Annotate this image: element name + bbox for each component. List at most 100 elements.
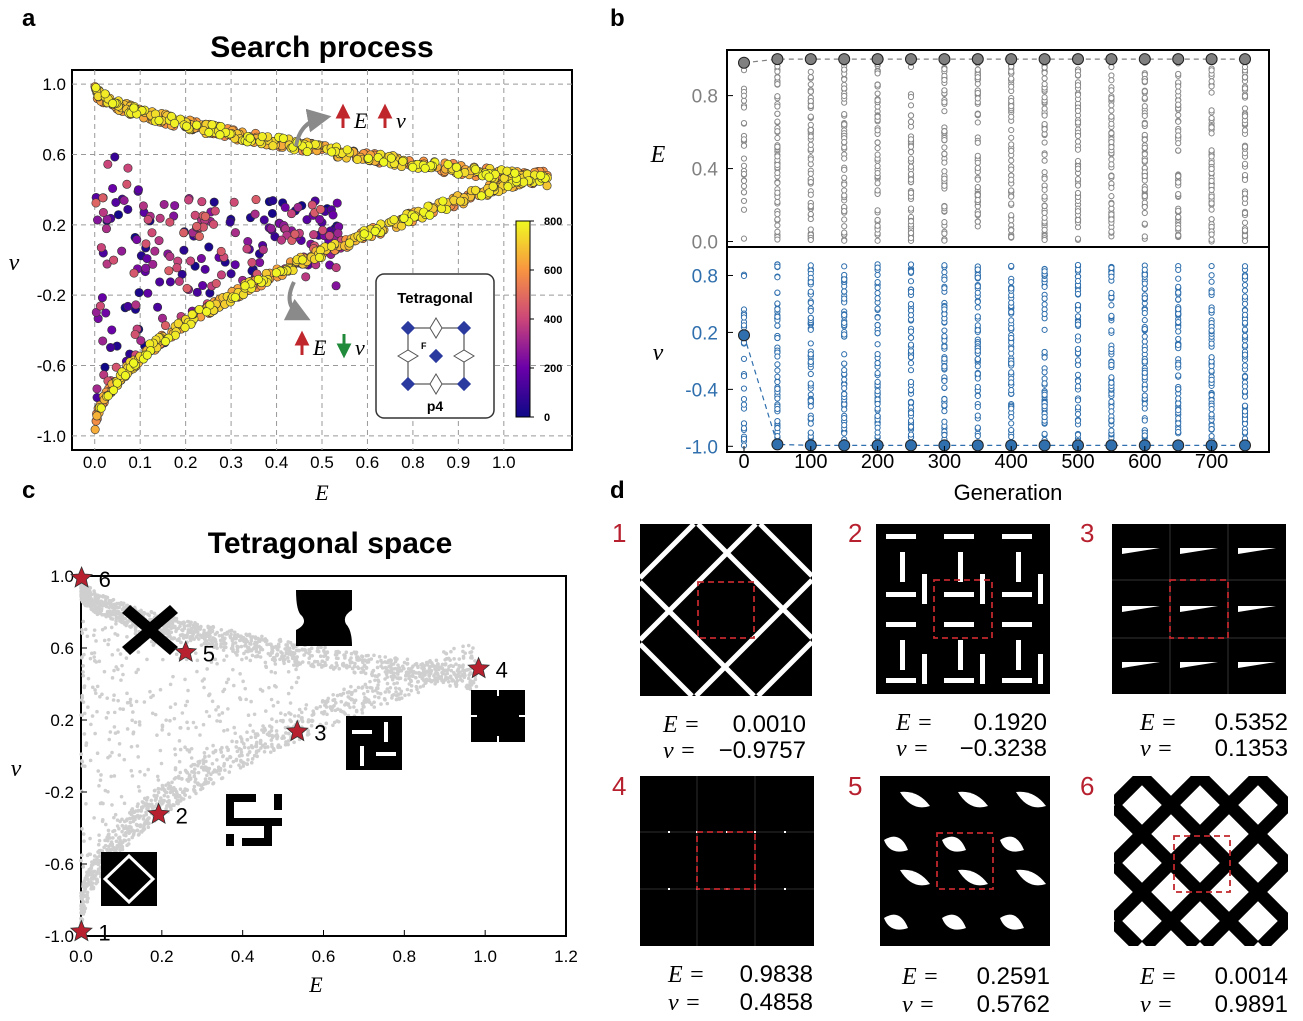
v-population-point bbox=[874, 305, 881, 312]
v-population-point bbox=[907, 334, 915, 341]
v-population-point bbox=[1208, 354, 1215, 361]
space-point bbox=[377, 695, 381, 700]
space-point bbox=[362, 691, 366, 696]
e-population-point bbox=[774, 93, 781, 100]
scatter-point bbox=[174, 276, 184, 286]
v-population-point bbox=[941, 276, 948, 283]
v-population-point bbox=[1208, 262, 1215, 270]
space-point bbox=[125, 635, 129, 639]
scatter-point bbox=[225, 217, 235, 227]
space-point bbox=[135, 744, 140, 748]
space-point bbox=[198, 787, 203, 792]
space-point bbox=[270, 742, 274, 747]
y-tick-label: -0.2 bbox=[37, 286, 66, 305]
space-point bbox=[254, 742, 259, 746]
space-point bbox=[246, 758, 250, 762]
space-point bbox=[408, 678, 413, 683]
scatter-point bbox=[229, 197, 239, 207]
v-population-point bbox=[974, 383, 981, 391]
scatter-point bbox=[204, 242, 214, 252]
scatter-point bbox=[259, 215, 269, 225]
e-population-point bbox=[1041, 236, 1048, 244]
e-population-point bbox=[807, 141, 814, 148]
e-population-point bbox=[1108, 107, 1115, 114]
space-point bbox=[256, 748, 261, 753]
space-point bbox=[331, 692, 335, 697]
v-population-point bbox=[841, 406, 848, 413]
v-population-point bbox=[1008, 299, 1015, 306]
e-population-point bbox=[1241, 195, 1249, 202]
v-population-point bbox=[1041, 354, 1048, 361]
space-point bbox=[273, 662, 278, 666]
scatter-point bbox=[95, 301, 105, 311]
e-population-point bbox=[774, 169, 781, 177]
space-point bbox=[226, 748, 230, 753]
scatter-point bbox=[159, 199, 169, 209]
e-population-point bbox=[1041, 214, 1048, 221]
v-population-point bbox=[907, 278, 915, 285]
scatter-point bbox=[297, 255, 307, 265]
v-population-point bbox=[974, 304, 981, 311]
e-population-point bbox=[1141, 186, 1148, 193]
v-population-point bbox=[941, 395, 948, 403]
e-population-point bbox=[1175, 83, 1182, 90]
space-point bbox=[263, 745, 267, 750]
space-point bbox=[185, 633, 189, 637]
scatter-point bbox=[117, 246, 127, 256]
space-point bbox=[178, 747, 183, 752]
scatter-point bbox=[122, 179, 132, 189]
e-population-point bbox=[907, 229, 915, 237]
v-population-point bbox=[1074, 321, 1082, 328]
v-population-point bbox=[807, 415, 814, 422]
space-point bbox=[102, 845, 106, 850]
scatter-point bbox=[209, 219, 219, 229]
e-population-point bbox=[1074, 216, 1082, 224]
scatter-point bbox=[132, 235, 142, 245]
colorbar-tick-label: 800 bbox=[544, 216, 562, 228]
e-population-point bbox=[1241, 113, 1249, 120]
space-point bbox=[219, 645, 223, 649]
space-point bbox=[342, 687, 346, 692]
scatter-point bbox=[271, 268, 281, 278]
e-population-point bbox=[774, 198, 781, 205]
e-population-point bbox=[740, 206, 748, 213]
v-population-point bbox=[1141, 266, 1148, 273]
e-population-point bbox=[874, 144, 881, 152]
space-point bbox=[156, 790, 161, 795]
e-population-point bbox=[874, 169, 881, 177]
scatter-point bbox=[129, 103, 139, 113]
v-population-point bbox=[1108, 379, 1115, 386]
v-population-point bbox=[974, 274, 981, 281]
e-population-point bbox=[974, 66, 981, 73]
e-population-point bbox=[1041, 139, 1048, 146]
v-population-point bbox=[1241, 429, 1249, 436]
space-point bbox=[264, 709, 268, 713]
v-population-point bbox=[1074, 404, 1082, 411]
e-population-point bbox=[1175, 111, 1182, 119]
v-population-point bbox=[774, 289, 781, 296]
v-population-point bbox=[1175, 415, 1182, 422]
e-population-point bbox=[1108, 161, 1115, 168]
space-point bbox=[248, 723, 252, 728]
space-point bbox=[176, 638, 181, 643]
colorbar-tick-label: 400 bbox=[544, 314, 562, 326]
space-point bbox=[461, 644, 465, 649]
space-point bbox=[186, 688, 190, 693]
scatter-point bbox=[91, 83, 101, 93]
scatter-point bbox=[488, 181, 498, 191]
space-point bbox=[191, 762, 195, 767]
v-population-point bbox=[841, 376, 848, 383]
e-population-point bbox=[740, 119, 748, 127]
scatter-point bbox=[210, 206, 220, 216]
scatter-point bbox=[230, 260, 240, 270]
scatter-point bbox=[315, 214, 325, 224]
v-population-point bbox=[1108, 427, 1115, 434]
scatter-point bbox=[408, 162, 418, 172]
v-population-point bbox=[807, 403, 814, 410]
e-population-point bbox=[1008, 166, 1015, 173]
scatter-point bbox=[216, 246, 226, 256]
e-population-point bbox=[841, 216, 848, 223]
y-tick-label: 0.2 bbox=[42, 216, 66, 235]
space-point bbox=[88, 656, 93, 661]
e-population-point bbox=[1074, 91, 1082, 98]
